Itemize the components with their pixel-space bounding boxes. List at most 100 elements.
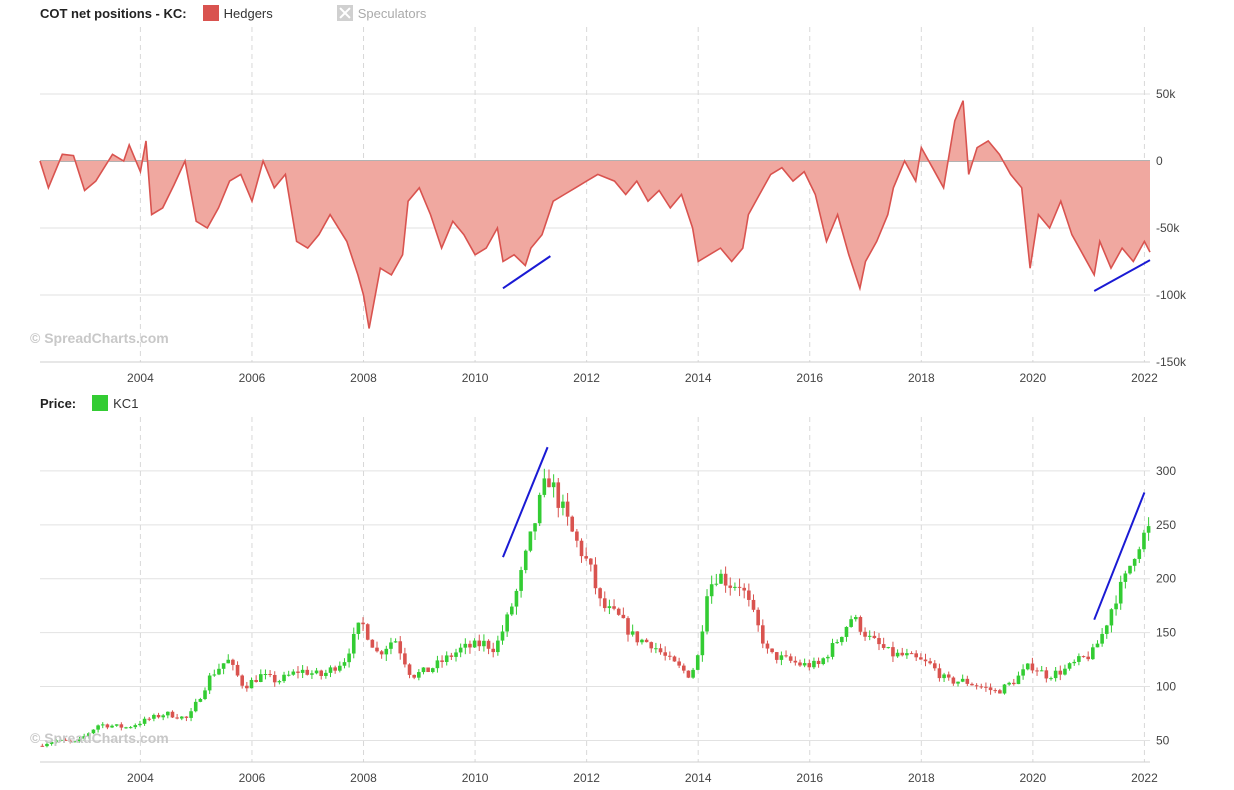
price-annotations [502,446,1146,621]
candle-body [91,729,96,734]
cot-x-tick-label: 2010 [462,371,489,385]
candle-body [793,660,798,663]
candle-body [300,669,305,673]
candle-body [598,588,602,599]
candle-body [733,586,737,588]
candle-body [417,672,421,678]
candle-body [221,663,226,669]
candle-body [519,570,523,591]
candle-body [551,482,556,488]
price-y-tick-label: 150 [1156,626,1176,640]
candle-body [658,648,663,653]
candle-body [282,674,286,682]
candle-body [644,639,649,643]
legend-item-hedgers[interactable]: Hedgers [202,5,273,21]
candle-body [593,564,598,589]
candle-body [570,516,575,532]
candle-body [654,648,658,650]
price-y-tick-label: 50 [1156,733,1170,747]
candle-body [932,663,937,669]
candle-body [542,478,547,495]
candle-body [974,685,979,687]
price-trendline-2021 [1093,492,1146,621]
price-y-tick-label: 300 [1156,464,1176,478]
candle-body [128,727,133,729]
candle-body [728,585,733,588]
candle-body [184,716,189,718]
candle-body [523,550,528,571]
candle-body [142,718,147,724]
candle-body [138,723,142,726]
candle-body [709,584,714,597]
legend-item-kc1[interactable]: KC1 [92,395,138,411]
candle-body [1114,603,1118,610]
candle-body [640,639,644,643]
candle-body [45,743,49,747]
candle-body [249,680,254,689]
candle-body [937,668,942,679]
candle-body [347,653,351,663]
candle-body [314,670,319,674]
candle-body [565,501,570,517]
candle-body [444,655,449,662]
candle-body [1030,663,1035,671]
candle-body [668,655,672,657]
candle-body [463,643,468,648]
candle-body [663,652,667,656]
candle-body [1077,656,1081,662]
price-panel-title: Price: [40,395,77,411]
cot-x-tick-label: 2008 [350,371,377,385]
candle-body [212,674,217,676]
candle-body [528,531,533,551]
price-y-tick-label: 100 [1156,680,1176,694]
candle-body [616,608,621,615]
candle-body [914,653,918,658]
candle-body [946,674,951,678]
price-x-tick-label: 2014 [685,771,712,785]
candle-body [863,631,867,637]
candle-body [747,590,751,600]
candle-body [998,690,1002,694]
candle-body [110,725,114,728]
candle-body [305,669,310,675]
price-watermark: © SpreadCharts.com [30,730,169,746]
candle-body [1091,647,1095,660]
candle-body [1049,678,1053,680]
candle-body [351,633,356,654]
candle-body [872,635,877,639]
candle-body [556,482,561,508]
candle-body [835,642,839,644]
candle-body [166,711,170,716]
candle-body [156,714,161,718]
candle-body [407,664,412,675]
hedgers-swatch [202,5,219,21]
candle-body [1053,670,1058,679]
candle-body [575,531,579,541]
candle-body [77,738,82,742]
candle-body [1081,656,1086,658]
candle-body [770,648,774,653]
cot-x-tick-label: 2018 [908,371,935,385]
legend-item-speculators[interactable]: Speculators [336,5,426,21]
candle-body [621,614,626,619]
candle-body [324,672,328,676]
candle-body [765,643,770,649]
candle-body [82,736,86,739]
candle-body [393,641,398,643]
candle-body [909,653,914,655]
candle-body [338,665,342,671]
cot-x-tick-label: 2016 [796,371,823,385]
candle-body [672,656,677,662]
candle-body [435,660,440,669]
speculators-disabled-icon [336,5,353,21]
candle-body [310,673,314,675]
candle-body [133,725,138,728]
candle-body [807,663,812,668]
candle-body [509,606,514,615]
candle-body [951,677,956,684]
candle-body [1118,581,1123,604]
candle-body [454,652,458,657]
candle-body [928,661,932,664]
candle-body [170,711,175,718]
candle-body [1007,682,1011,685]
